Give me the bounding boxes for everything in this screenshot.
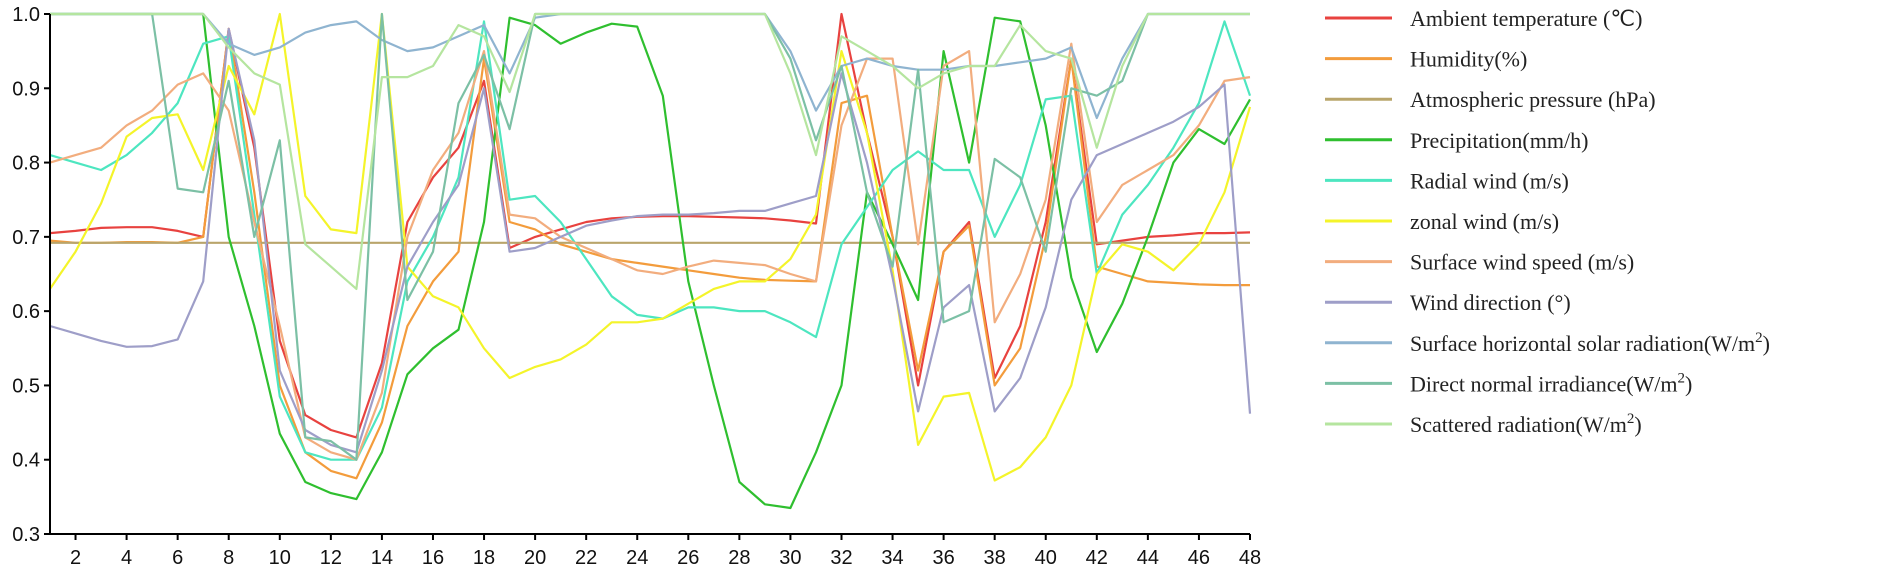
- x-tick-label: 10: [269, 547, 291, 569]
- legend-label-name: zonal wind (m/s): [1410, 209, 1559, 234]
- x-tick-label: 20: [524, 547, 546, 569]
- series-line-1: [49, 12, 1251, 439]
- series-line-6: [49, 12, 1252, 482]
- x-tick-label: 48: [1239, 547, 1261, 569]
- x-tick-label: 22: [575, 547, 597, 569]
- legend-label-close: ): [1763, 331, 1770, 356]
- legend-label: zonal wind (m/s): [1410, 209, 1559, 234]
- x-tick-label: 12: [320, 547, 342, 569]
- legend-label-name: Surface wind speed (m/s): [1410, 250, 1634, 275]
- legend-label-name: Ambient temperature (℃): [1410, 6, 1642, 31]
- x-tick-label: 24: [626, 547, 648, 569]
- y-tick-label: 0.4: [12, 450, 40, 472]
- legend-label: Surface horizontal solar radiation(W/m2): [1410, 330, 1770, 356]
- legend-label: Atmospheric pressure (hPa): [1410, 87, 1656, 112]
- legend-item: Humidity(%): [1325, 47, 1527, 72]
- x-tick-label: 36: [932, 547, 954, 569]
- x-tick-label: 30: [779, 547, 801, 569]
- legend-label-name: Radial wind (m/s): [1410, 168, 1569, 193]
- series-line-7: [49, 42, 1251, 461]
- x-tick-label: 28: [728, 547, 750, 569]
- series-line-5: [49, 20, 1252, 461]
- x-ticks: 2 4 6 8 10 12 14 16 18 20 22 24 26 28 30 32 34 36 38 40 42 44…: [70, 534, 1261, 569]
- legend-label-close: ): [1634, 412, 1641, 437]
- legend-label: Radial wind (m/s): [1410, 168, 1569, 193]
- legend-label-superscript: 2: [1755, 330, 1763, 346]
- legend-label-name: Precipitation(mm/h): [1410, 128, 1588, 153]
- legend-item: Precipitation(mm/h): [1325, 128, 1588, 153]
- legend-label: Surface wind speed (m/s): [1410, 250, 1634, 275]
- x-tick-label: 46: [1188, 547, 1210, 569]
- legend-label-name: Surface horizontal solar radiation(W/m: [1410, 331, 1755, 356]
- x-tick-label: 8: [223, 547, 234, 569]
- legend-item: Surface wind speed (m/s): [1325, 250, 1634, 275]
- series-line-11: [50, 12, 1250, 290]
- legend-item: Direct normal irradiance(W/m2): [1325, 370, 1692, 396]
- legend-label: Wind direction (°): [1410, 290, 1571, 315]
- y-tick-label: 0.3: [12, 524, 40, 546]
- x-tick-label: 6: [172, 547, 183, 569]
- legend-item: zonal wind (m/s): [1325, 209, 1559, 234]
- y-ticks: 0.3 0.4 0.5 0.6 0.7 0.8 0.9 1.0: [12, 4, 50, 546]
- x-tick-label: 40: [1035, 547, 1057, 569]
- series-line-10: [50, 12, 1250, 461]
- legend: Ambient temperature (℃) Humidity(%) Atmosp…: [1325, 6, 1770, 437]
- legend-label: Direct normal irradiance(W/m2): [1410, 370, 1692, 396]
- x-tick-label: 26: [677, 547, 699, 569]
- x-tick-label: 4: [121, 547, 132, 569]
- legend-label-close: ): [1685, 371, 1692, 396]
- legend-item: Radial wind (m/s): [1325, 168, 1569, 193]
- plot-lines: [49, 12, 1252, 510]
- x-tick-label: 2: [70, 547, 81, 569]
- y-tick-label: 1.0: [12, 4, 40, 26]
- legend-label: Scattered radiation(W/m2): [1410, 411, 1642, 437]
- legend-label: Humidity(%): [1410, 47, 1527, 72]
- legend-label-name: Scattered radiation(W/m: [1410, 412, 1627, 437]
- legend-item: Atmospheric pressure (hPa): [1325, 87, 1656, 112]
- series-line-2: [49, 27, 1250, 480]
- y-tick-label: 0.6: [12, 301, 40, 323]
- series-line-4: [50, 12, 1251, 510]
- y-tick-label: 0.5: [12, 375, 40, 397]
- legend-label-superscript: 2: [1678, 370, 1686, 386]
- legend-label-name: Atmospheric pressure (hPa): [1410, 87, 1656, 112]
- x-tick-label: 34: [881, 547, 903, 569]
- y-tick-label: 0.7: [12, 227, 40, 249]
- legend-item: Surface horizontal solar radiation(W/m2): [1325, 330, 1770, 356]
- legend-item: Ambient temperature (℃): [1325, 6, 1642, 31]
- x-tick-label: 42: [1086, 547, 1108, 569]
- x-tick-label: 32: [830, 547, 852, 569]
- x-tick-label: 16: [422, 547, 444, 569]
- x-tick-label: 38: [984, 547, 1006, 569]
- x-tick-label: 18: [473, 547, 495, 569]
- axes: [49, 14, 1250, 535]
- y-tick-label: 0.8: [12, 153, 40, 175]
- legend-label: Ambient temperature (℃): [1410, 6, 1642, 31]
- legend-label-name: Wind direction (°): [1410, 290, 1571, 315]
- legend-item: Wind direction (°): [1325, 290, 1571, 315]
- legend-label-name: Direct normal irradiance(W/m: [1410, 371, 1678, 396]
- x-tick-label: 44: [1137, 547, 1159, 569]
- x-tick-label: 14: [371, 547, 393, 569]
- legend-item: Scattered radiation(W/m2): [1325, 411, 1642, 437]
- legend-label-superscript: 2: [1627, 411, 1635, 427]
- series-line-8: [49, 27, 1252, 454]
- legend-label: Precipitation(mm/h): [1410, 128, 1588, 153]
- y-tick-label: 0.9: [12, 78, 40, 100]
- legend-label-name: Humidity(%): [1410, 47, 1527, 72]
